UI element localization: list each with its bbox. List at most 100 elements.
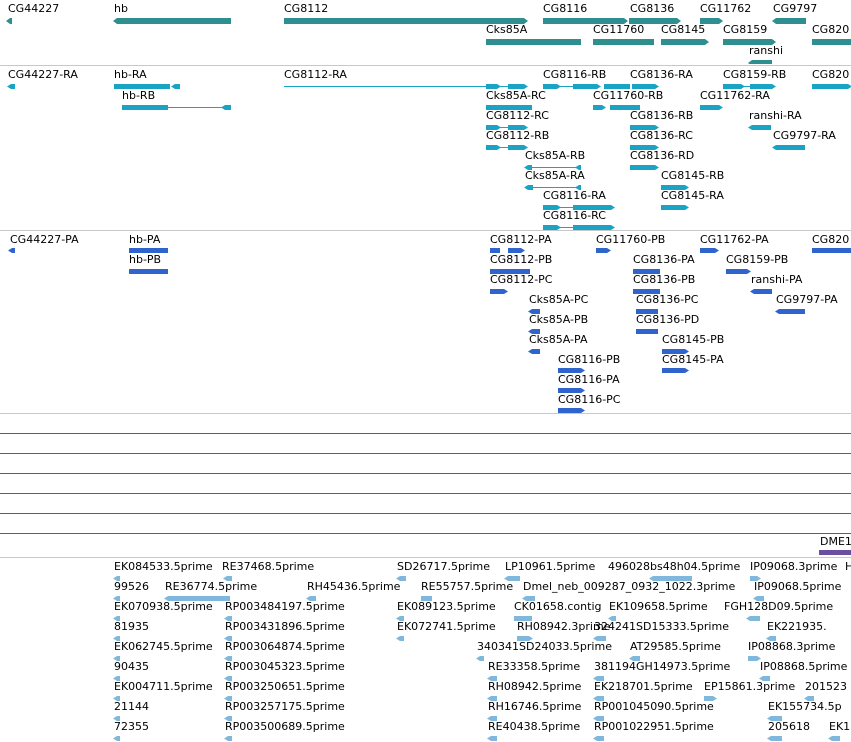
transcript-feature-glyph[interactable] (628, 144, 660, 151)
protein-feature-label[interactable]: Cks85A-PB (529, 313, 589, 326)
est-feature-glyph[interactable] (486, 735, 499, 742)
est-feature-glyph[interactable] (305, 595, 318, 602)
protein-feature-glyph[interactable] (724, 268, 752, 275)
transcript-feature-label[interactable]: Cks85A-RB (525, 149, 586, 162)
gene-feature-label[interactable]: CG11762 (700, 2, 752, 15)
est-feature-glyph[interactable] (223, 615, 234, 622)
est-feature-label[interactable]: LP10961.5prime (505, 560, 596, 573)
est-feature-glyph[interactable] (112, 595, 122, 602)
est-feature-glyph[interactable] (223, 675, 234, 682)
est-feature-label[interactable]: FGH128D09.5prime (724, 600, 834, 613)
protein-feature-label[interactable]: CG8116-PB (558, 353, 621, 366)
transcript-feature-glyph[interactable] (574, 164, 583, 171)
transcript-feature-glyph[interactable] (748, 83, 777, 90)
est-feature-label[interactable]: RE37468.5prime (222, 560, 315, 573)
est-feature-glyph[interactable] (765, 635, 778, 642)
protein-feature-label[interactable]: CG820 (812, 233, 850, 246)
protein-feature-glyph[interactable] (556, 367, 586, 374)
est-feature-label[interactable]: 205618 (768, 720, 810, 733)
protein-feature-glyph[interactable] (556, 387, 586, 394)
est-feature-glyph[interactable] (112, 695, 122, 702)
est-feature-glyph[interactable] (112, 575, 122, 582)
est-feature-glyph[interactable] (223, 735, 234, 742)
est-feature-label[interactable]: EK004711.5prime (114, 680, 213, 693)
transcript-feature-label[interactable]: Cks85A-RA (525, 169, 585, 182)
gene-feature-label[interactable]: CG8112 (284, 2, 329, 15)
protein-feature-glyph[interactable] (527, 328, 542, 335)
est-feature-glyph[interactable] (395, 615, 406, 622)
transcript-feature-glyph[interactable] (120, 104, 170, 111)
est-feature-glyph[interactable] (163, 595, 232, 602)
transcript-feature-glyph[interactable] (659, 204, 690, 211)
transcript-feature-label[interactable]: CG8136-RB (630, 109, 694, 122)
protein-feature-label[interactable]: CG8145-PA (662, 353, 724, 366)
est-feature-label[interactable]: EK070938.5prime (114, 600, 213, 613)
gene-feature-glyph[interactable] (771, 17, 808, 25)
est-feature-label[interactable]: 81935 (114, 620, 149, 633)
est-feature-glyph[interactable] (745, 615, 762, 622)
protein-feature-glyph[interactable] (634, 308, 660, 315)
est-feature-glyph[interactable] (223, 655, 234, 662)
gene-feature-glyph[interactable] (282, 17, 529, 25)
est-feature-label[interactable]: 340341SD24033.5prime (477, 640, 612, 653)
est-feature-glyph[interactable] (803, 695, 816, 702)
gene-feature-glyph[interactable] (747, 59, 774, 64)
est-feature-glyph[interactable] (648, 575, 694, 582)
gene-feature-label[interactable]: hb (114, 2, 128, 15)
est-feature-glyph[interactable] (746, 655, 762, 662)
gene-feature-label[interactable]: CG44227 (8, 2, 60, 15)
est-feature-label[interactable]: RP003257175.5prime (225, 700, 345, 713)
est-feature-glyph[interactable] (222, 575, 234, 582)
est-feature-glyph[interactable] (521, 595, 537, 602)
protein-feature-glyph[interactable] (488, 288, 509, 295)
est-feature-label[interactable]: RP003431896.5prime (225, 620, 345, 633)
transcript-feature-label[interactable]: CG8116-RB (543, 68, 607, 81)
gene-feature-glyph[interactable] (698, 17, 724, 25)
gene-feature-label[interactable]: CG8145 (661, 23, 706, 36)
transcript-feature-label[interactable]: hb-RB (122, 89, 156, 102)
transcript-feature-label[interactable]: CG8145-RB (661, 169, 725, 182)
transcript-feature-glyph[interactable] (571, 204, 616, 211)
transcript-feature-label[interactable]: CG44227-RA (8, 68, 78, 81)
transcript-feature-glyph[interactable] (523, 184, 535, 191)
est-feature-label[interactable]: IP09068.5prime (754, 580, 842, 593)
protein-feature-glyph[interactable] (7, 247, 17, 254)
est-feature-glyph[interactable] (112, 655, 122, 662)
est-feature-glyph[interactable] (112, 715, 122, 722)
est-feature-label[interactable]: IP08868.5prime (760, 660, 848, 673)
transcript-feature-glyph[interactable] (484, 144, 502, 151)
est-feature-label[interactable]: RP003045323.5prime (225, 660, 345, 673)
transcript-feature-glyph[interactable] (771, 144, 807, 151)
gene-feature-glyph[interactable] (627, 17, 682, 25)
est-feature-label[interactable]: 90435 (114, 660, 149, 673)
est-feature-glyph[interactable] (766, 735, 784, 742)
gene-feature-glyph[interactable] (810, 38, 851, 46)
gene-feature-glyph[interactable] (721, 38, 777, 46)
transcript-feature-label[interactable]: hb-RA (114, 68, 147, 81)
protein-feature-label[interactable]: ranshi-PA (751, 273, 803, 286)
est-feature-label[interactable]: 496028bs48h04.5prime (608, 560, 741, 573)
est-feature-glyph[interactable] (592, 675, 606, 682)
transcript-feature-glyph[interactable] (571, 83, 602, 90)
transcript-feature-label[interactable]: CG8116-RC (543, 209, 606, 222)
protein-feature-glyph[interactable] (634, 328, 660, 335)
protein-feature-glyph[interactable] (810, 247, 851, 254)
protein-feature-glyph[interactable] (127, 247, 170, 254)
protein-feature-glyph[interactable] (631, 268, 662, 275)
gene-feature-label[interactable]: CG11760 (593, 23, 645, 36)
est-feature-label[interactable]: EK155734.5p (768, 700, 842, 713)
transcript-feature-label[interactable]: CG8136-RC (630, 129, 693, 142)
est-feature-label[interactable]: EP15861.3prime (704, 680, 796, 693)
protein-feature-label[interactable]: Cks85A-PA (529, 333, 588, 346)
est-feature-label[interactable]: RH08942.3prime (517, 620, 611, 633)
transcript-feature-glyph[interactable] (506, 124, 529, 131)
protein-feature-label[interactable]: CG8112-PA (490, 233, 552, 246)
transcript-feature-glyph[interactable] (6, 83, 17, 90)
est-feature-glyph[interactable] (486, 695, 499, 702)
protein-feature-label[interactable]: CG8136-PB (633, 273, 696, 286)
transcript-feature-glyph[interactable] (506, 83, 529, 90)
est-feature-glyph[interactable] (112, 635, 122, 642)
est-feature-label[interactable]: RE55757.5prime (421, 580, 514, 593)
transcript-feature-label[interactable]: CG8145-RA (661, 189, 724, 202)
est-feature-label[interactable]: SD26717.5prime (397, 560, 490, 573)
